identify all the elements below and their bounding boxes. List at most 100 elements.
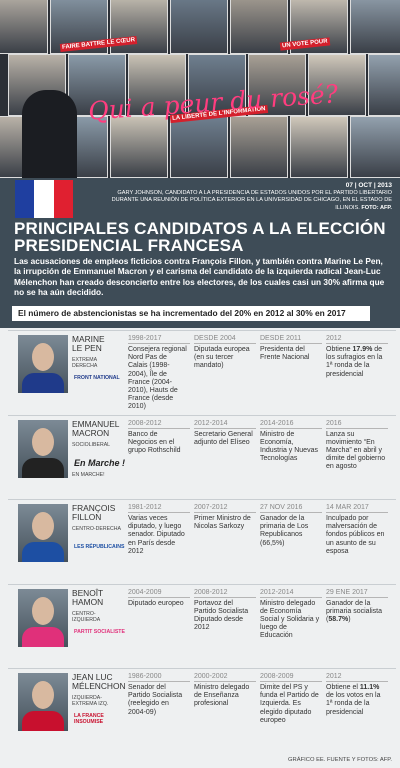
candidate-name: EMMANUEL	[72, 418, 120, 429]
text: Obtiene	[326, 346, 353, 353]
face	[32, 343, 54, 371]
timeline-text: Ministro delegado de Enseñanza profesion…	[194, 684, 254, 709]
candidate-row: MARINE LE PEN EXTREMA DERECHA FRONT NATIONA…	[8, 330, 396, 411]
poster	[170, 0, 228, 54]
timeline-date: 2008-2012	[194, 589, 256, 598]
text: Dimite del PS y funda el Partido de Izqu…	[260, 684, 319, 724]
candidate-row: BENOÎT HAMON CENTRO-IZQUIERDA PARTIT SOCIAL…	[8, 583, 396, 665]
timeline-text: Consejera regional Nord Pas de Calais (1…	[128, 346, 188, 412]
timeline-text: Ganador de la primaria de Los Republican…	[260, 515, 320, 548]
poster	[0, 0, 48, 54]
text: Obtiene el	[326, 684, 360, 691]
portrait	[18, 673, 68, 731]
text: Presidenta del Frente Nacional	[260, 346, 310, 362]
caption: GARY JOHNSON, CANDIDATO A LA PRESIDENCIA…	[92, 190, 392, 212]
candidate-name: FRANÇOIS	[72, 503, 116, 513]
poster	[290, 116, 348, 178]
timeline-date: 27 NOV 2016	[260, 504, 322, 513]
person-silhouette	[22, 90, 77, 178]
banner: El número de abstencionistas se ha incre…	[12, 306, 370, 321]
candidate-name: LE PEN	[72, 343, 102, 353]
timeline-text: Varias veces diputado, y luego senador. …	[128, 515, 188, 556]
poster	[368, 54, 400, 116]
text: Consejera regional Nord Pas de Calais (1…	[128, 346, 187, 411]
text: Portavoz del Partido Socialista Diputado…	[194, 599, 249, 632]
timeline-text: Obtiene el 11.1% de los votos en la 1ª r…	[326, 684, 386, 717]
poster	[188, 54, 246, 116]
timeline-date: 2000-2002	[194, 673, 256, 682]
candidate-row: JEAN LUC MÉLENCHON IZQUIERDA-EXTREMA IZQ. L…	[8, 668, 396, 749]
poster	[308, 54, 366, 116]
timeline-date: DESDE 2011	[260, 335, 322, 344]
candidate-name: MARINE	[72, 334, 105, 344]
title: PRINCIPALES CANDIDATOS A LA ELECCIÓN PRE…	[14, 219, 386, 255]
portrait	[18, 588, 68, 647]
party: CENTRO-DERECHA	[72, 526, 121, 532]
timeline-text: Banco de Negocios en el grupo Rothschild	[128, 431, 188, 456]
suit	[22, 457, 64, 478]
poster	[350, 116, 400, 178]
candidate-name: MÉLENCHON	[72, 681, 126, 691]
text: Banco de Negocios en el grupo Rothschild	[128, 430, 181, 454]
party-logo: PARTIT SOCIALISTE	[74, 628, 125, 635]
timeline-text: Ministro delegado de Economía Social y S…	[260, 600, 320, 641]
text: Diputado europeo	[128, 599, 184, 607]
face	[32, 681, 54, 709]
poster	[110, 116, 168, 178]
timeline-date: 2004-2009	[128, 589, 190, 598]
intro: Las acusaciones de empleos ficticios con…	[14, 256, 385, 297]
text: Senador del Partido Socialista (reelegid…	[128, 684, 183, 716]
party-logo: En Marche !	[74, 457, 126, 468]
candidate-row: EMMANUEL MACRON SOCIOLIBERAL En Marche ! EN …	[8, 414, 396, 496]
suit	[22, 542, 64, 562]
timeline-text: Diputada europea (en su tercer mandato)	[194, 346, 254, 371]
timeline-text: Primer Ministro de Nicolas Sarkozy	[194, 515, 254, 531]
party-logo: FRONT NATIONAL	[74, 375, 120, 381]
poster	[170, 116, 228, 178]
timeline-date: 2016	[326, 420, 388, 429]
text: Inculpado por malversación de fondos púb…	[326, 515, 385, 555]
flag	[15, 180, 73, 218]
timeline-date: 1981-2012	[128, 504, 190, 513]
date: 07 | OCT | 2013	[345, 182, 392, 189]
party: EXTREMA DERECHA	[72, 357, 98, 370]
timeline-text: Portavoz del Partido Socialista Diputado…	[194, 600, 254, 633]
suit	[22, 626, 64, 647]
text: Ganador de la primaria socialista (	[326, 599, 383, 623]
caption-text: GARY JOHNSON, CANDIDATO A LA PRESIDENCIA…	[111, 190, 392, 211]
suit	[22, 373, 64, 393]
portrait	[18, 419, 68, 478]
timeline-date: 2012	[326, 335, 388, 344]
portrait	[18, 335, 68, 393]
text: Ganador de la primaria de Los Republican…	[260, 515, 309, 547]
highlight: 58.7%	[328, 615, 349, 623]
text: de los sufragios en la 1ª ronda de la pr…	[326, 346, 383, 378]
text: de los votos en la 1ª ronda de la presid…	[326, 692, 381, 716]
timeline-text: Dimite del PS y funda el Partido de Izqu…	[260, 684, 320, 725]
text: Diputada europea (en su tercer mandato)	[194, 346, 250, 370]
text: Lanza su movimiento “En Marcha” en abril…	[326, 430, 386, 471]
face	[32, 427, 54, 456]
timeline-date: 2014-2016	[260, 420, 322, 429]
timeline-text: Lanza su movimiento “En Marcha” en abril…	[326, 431, 386, 472]
party: IZQUIERDA-EXTREMA IZQ.	[72, 695, 109, 708]
party: SOCIOLIBERAL	[72, 441, 111, 448]
timeline-text: Obtiene 17.9% de los sufragios en la 1ª …	[326, 346, 386, 379]
highlight: 11.1%	[359, 684, 380, 691]
party-logo-sub: EN MARCHE!	[72, 471, 105, 478]
poster	[230, 0, 288, 54]
timeline-date: 2008-2009	[260, 673, 322, 682]
party-logo: LA FRANCE INSOUMISE	[74, 713, 104, 726]
poster	[128, 54, 186, 116]
timeline-date: 1998-2017	[128, 335, 190, 344]
timeline-text: Ministro de Economía, Industria y Nuevas…	[260, 431, 320, 464]
text: Ministro delegado de Enseñanza profesion…	[194, 684, 250, 708]
timeline-date: 2008-2012	[128, 420, 190, 429]
timeline-date: DESDE 2004	[194, 335, 256, 344]
timeline-text: Diputado europeo	[128, 600, 188, 608]
candidate-name: FILLON	[72, 512, 102, 522]
highlight: 17.9%	[352, 346, 373, 353]
poster	[68, 54, 126, 116]
timeline-date: 2012-2014	[194, 420, 256, 429]
